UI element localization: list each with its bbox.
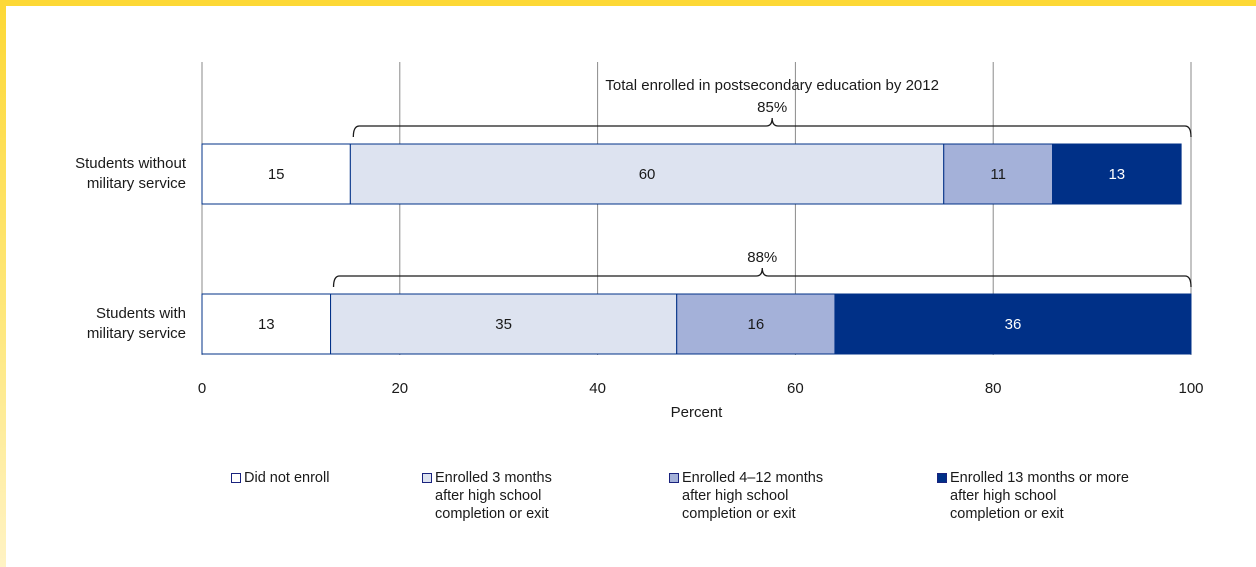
legend-swatch xyxy=(669,473,679,483)
bar-value-label: 16 xyxy=(747,316,764,333)
bar-segment xyxy=(201,293,332,355)
x-tick-label: 40 xyxy=(589,380,606,397)
legend-swatch xyxy=(422,473,432,483)
bar-value-label: 35 xyxy=(495,316,512,333)
bar-value-label: 13 xyxy=(1108,166,1125,183)
category-label: military service xyxy=(87,325,186,342)
legend-label: Enrolled 13 months or more after high sc… xyxy=(950,470,1129,522)
bar-segment xyxy=(330,293,678,355)
legend-item-enrolled-3-months: Enrolled 3 months after high school comp… xyxy=(422,469,552,523)
annotation-label: 85% xyxy=(757,99,787,116)
x-tick-label: 100 xyxy=(1178,380,1203,397)
annotation-label: Total enrolled in postsecondary educatio… xyxy=(605,77,939,94)
x-axis-label: Percent xyxy=(671,404,724,421)
bar-segment xyxy=(943,143,1054,205)
bar-value-label: 11 xyxy=(990,166,1006,183)
x-tick-label: 80 xyxy=(985,380,1002,397)
legend-item-enrolled-4-12-months: Enrolled 4–12 months after high school c… xyxy=(669,469,823,523)
x-tick-label: 20 xyxy=(391,380,408,397)
legend-item-enrolled-13-months: Enrolled 13 months or more after high sc… xyxy=(937,469,1129,523)
frame-top-border xyxy=(0,0,1256,6)
x-tick-label: 0 xyxy=(198,380,206,397)
frame-left-border xyxy=(0,0,6,567)
bar-segment xyxy=(349,143,945,205)
annotation-brace xyxy=(352,117,1192,138)
legend-item-did-not-enroll: Did not enroll xyxy=(231,469,329,487)
bar-segment xyxy=(1052,143,1182,205)
bar-value-label: 60 xyxy=(639,166,656,183)
legend-label: Enrolled 3 months after high school comp… xyxy=(435,470,552,522)
chart-legend: Did not enroll Enrolled 3 months after h… xyxy=(231,469,1231,559)
x-tick-label: 60 xyxy=(787,380,804,397)
category-label: military service xyxy=(87,175,186,192)
legend-label: Enrolled 4–12 months after high school c… xyxy=(682,470,824,522)
category-label: Students without xyxy=(75,155,187,172)
annotation-brace xyxy=(332,267,1192,288)
bar-value-label: 15 xyxy=(268,166,285,183)
legend-label: Did not enroll xyxy=(244,470,330,486)
legend-swatch xyxy=(231,473,241,483)
annotation-label: 88% xyxy=(747,249,777,266)
legend-swatch xyxy=(937,473,947,483)
bar-segment xyxy=(834,293,1192,355)
bar-value-label: 36 xyxy=(1005,316,1022,333)
bar-value-label: 13 xyxy=(258,316,275,333)
category-label: Students with xyxy=(96,305,186,322)
